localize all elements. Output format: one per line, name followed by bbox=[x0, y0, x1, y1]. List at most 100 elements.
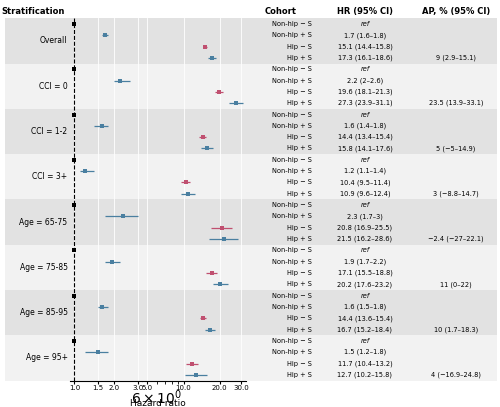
Bar bbox=[70, 109, 142, 154]
Text: ref: ref bbox=[360, 293, 370, 299]
Bar bbox=[246, 335, 316, 381]
Bar bbox=[316, 109, 414, 154]
Bar bbox=[6, 245, 70, 290]
Text: Age = 85-95: Age = 85-95 bbox=[20, 308, 68, 317]
Bar bbox=[70, 245, 142, 290]
Text: 4 (−16.9–24.8): 4 (−16.9–24.8) bbox=[431, 372, 481, 378]
Text: ref: ref bbox=[360, 202, 370, 208]
Text: 1.6 (1.5–1.8): 1.6 (1.5–1.8) bbox=[344, 304, 386, 310]
Text: ref: ref bbox=[360, 112, 370, 118]
Bar bbox=[316, 290, 414, 335]
Text: Stratification: Stratification bbox=[1, 7, 64, 16]
Text: Non-hip + S: Non-hip + S bbox=[272, 304, 312, 310]
Bar bbox=[246, 109, 316, 154]
Bar bbox=[414, 18, 498, 63]
Bar bbox=[6, 18, 70, 63]
Text: 17.3 (16.1–18.6): 17.3 (16.1–18.6) bbox=[338, 55, 392, 61]
Text: Non-hip + S: Non-hip + S bbox=[272, 259, 312, 265]
Text: 10.4 (9.5–11.4): 10.4 (9.5–11.4) bbox=[340, 179, 390, 186]
Text: 12.7 (10.2–15.8): 12.7 (10.2–15.8) bbox=[338, 372, 392, 378]
Text: Age = 95+: Age = 95+ bbox=[26, 353, 68, 362]
Bar bbox=[246, 154, 316, 199]
Text: Non-hip + S: Non-hip + S bbox=[272, 78, 312, 83]
Bar bbox=[246, 290, 316, 335]
Bar bbox=[316, 335, 414, 381]
Bar bbox=[414, 63, 498, 109]
Text: Hip − S: Hip − S bbox=[287, 361, 312, 367]
Text: Hip − S: Hip − S bbox=[287, 270, 312, 276]
Bar bbox=[316, 63, 414, 109]
Text: Non-hip − S: Non-hip − S bbox=[272, 338, 312, 344]
Bar bbox=[414, 290, 498, 335]
Text: Hazard ratio: Hazard ratio bbox=[130, 399, 186, 407]
Bar bbox=[6, 335, 70, 381]
Text: 1.7 (1.6–1.8): 1.7 (1.6–1.8) bbox=[344, 32, 386, 39]
Text: Non-hip + S: Non-hip + S bbox=[272, 123, 312, 129]
Text: Hip + S: Hip + S bbox=[287, 236, 312, 242]
Text: Hip − S: Hip − S bbox=[287, 315, 312, 321]
Text: Non-hip + S: Non-hip + S bbox=[272, 213, 312, 219]
Text: Non-hip − S: Non-hip − S bbox=[272, 247, 312, 254]
Text: 27.3 (23.9–31.1): 27.3 (23.9–31.1) bbox=[338, 100, 392, 107]
Bar bbox=[316, 18, 414, 63]
Bar bbox=[414, 154, 498, 199]
Text: Hip − S: Hip − S bbox=[287, 179, 312, 186]
Text: CCI = 1-2: CCI = 1-2 bbox=[32, 127, 68, 136]
Text: 14.4 (13.6–15.4): 14.4 (13.6–15.4) bbox=[338, 315, 392, 322]
Bar bbox=[142, 199, 246, 245]
Text: Non-hip − S: Non-hip − S bbox=[272, 293, 312, 299]
Bar bbox=[142, 335, 246, 381]
Text: Non-hip − S: Non-hip − S bbox=[272, 112, 312, 118]
Text: 11 (0–22): 11 (0–22) bbox=[440, 281, 472, 288]
Text: 5 (−5–14.9): 5 (−5–14.9) bbox=[436, 145, 476, 152]
Bar bbox=[316, 199, 414, 245]
Bar bbox=[142, 245, 246, 290]
Bar bbox=[70, 335, 142, 381]
Text: 1.5 (1.2–1.8): 1.5 (1.2–1.8) bbox=[344, 349, 386, 355]
Text: 10 (1.7–18.3): 10 (1.7–18.3) bbox=[434, 326, 478, 333]
Text: CCI = 3+: CCI = 3+ bbox=[32, 172, 68, 181]
Bar bbox=[142, 63, 246, 109]
Bar bbox=[142, 290, 246, 335]
Text: Hip − S: Hip − S bbox=[287, 44, 312, 50]
Text: Hip + S: Hip + S bbox=[287, 281, 312, 287]
Text: Non-hip − S: Non-hip − S bbox=[272, 157, 312, 163]
Text: Non-hip + S: Non-hip + S bbox=[272, 349, 312, 355]
Text: Non-hip + S: Non-hip + S bbox=[272, 168, 312, 174]
Text: Hip − S: Hip − S bbox=[287, 225, 312, 231]
Bar bbox=[414, 245, 498, 290]
Bar bbox=[142, 109, 246, 154]
Text: Hip + S: Hip + S bbox=[287, 55, 312, 61]
Text: −2.4 (−27–22.1): −2.4 (−27–22.1) bbox=[428, 236, 484, 242]
Bar bbox=[246, 245, 316, 290]
Text: 16.7 (15.2–18.4): 16.7 (15.2–18.4) bbox=[338, 326, 392, 333]
Text: ref: ref bbox=[360, 21, 370, 27]
Bar bbox=[316, 154, 414, 199]
Text: 23.5 (13.9–33.1): 23.5 (13.9–33.1) bbox=[428, 100, 483, 107]
Text: ref: ref bbox=[360, 247, 370, 254]
Text: 3 (−8.8–14.7): 3 (−8.8–14.7) bbox=[433, 190, 479, 197]
Text: 1.9 (1.7–2.2): 1.9 (1.7–2.2) bbox=[344, 258, 386, 265]
Text: 19.6 (18.1–21.3): 19.6 (18.1–21.3) bbox=[338, 89, 392, 95]
Text: Non-hip − S: Non-hip − S bbox=[272, 21, 312, 27]
Bar bbox=[316, 245, 414, 290]
Text: ref: ref bbox=[360, 66, 370, 72]
Text: 17.1 (15.5–18.8): 17.1 (15.5–18.8) bbox=[338, 270, 392, 276]
Bar bbox=[70, 290, 142, 335]
Text: Overall: Overall bbox=[40, 37, 68, 46]
Text: 11.7 (10.4–13.2): 11.7 (10.4–13.2) bbox=[338, 360, 392, 367]
Text: 1.2 (1.1–1.4): 1.2 (1.1–1.4) bbox=[344, 168, 386, 174]
Text: ref: ref bbox=[360, 338, 370, 344]
Text: Cohort: Cohort bbox=[264, 7, 296, 16]
Text: Hip + S: Hip + S bbox=[287, 191, 312, 197]
Bar bbox=[70, 63, 142, 109]
Bar bbox=[6, 199, 70, 245]
Text: 2.2 (2–2.6): 2.2 (2–2.6) bbox=[347, 77, 383, 84]
Bar bbox=[246, 18, 316, 63]
Text: 15.8 (14.1–17.6): 15.8 (14.1–17.6) bbox=[338, 145, 392, 152]
Bar bbox=[6, 154, 70, 199]
Bar bbox=[6, 109, 70, 154]
Text: AP, % (95% CI): AP, % (95% CI) bbox=[422, 7, 490, 16]
Bar bbox=[414, 335, 498, 381]
Bar bbox=[6, 63, 70, 109]
